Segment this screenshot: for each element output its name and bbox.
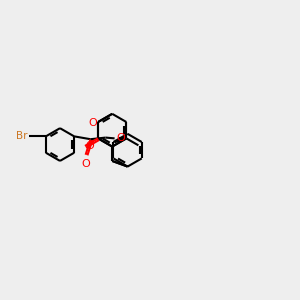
Text: O: O: [88, 118, 97, 128]
Text: O: O: [86, 141, 94, 151]
Text: Br: Br: [16, 131, 27, 141]
Text: O: O: [116, 134, 125, 143]
Text: O: O: [81, 159, 90, 169]
